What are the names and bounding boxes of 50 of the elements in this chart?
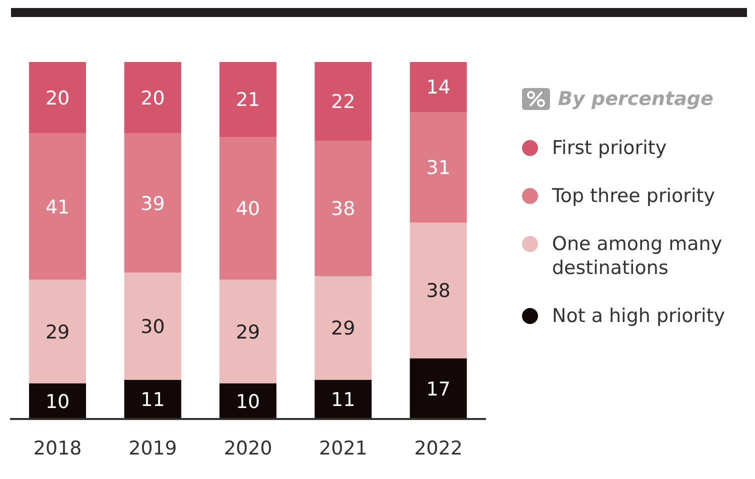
x-tick-label: 2021 [319,437,368,460]
data-label: 40 [236,198,260,220]
data-label: 31 [426,157,450,180]
bar [314,140,372,276]
bar [29,383,86,419]
data-label: 17 [426,378,450,400]
bar [29,62,86,134]
data-label: 29 [236,321,260,344]
legend-label: First priority [552,136,667,160]
data-label: 38 [331,198,356,220]
bar [124,272,182,380]
data-label: 30 [140,316,165,338]
bar [219,136,276,280]
bar [410,112,467,223]
x-tick-label: 2020 [224,437,272,460]
data-label: 21 [236,89,260,112]
bar [219,62,276,137]
x-tick-label: 2022 [414,437,463,460]
data-label: 20 [140,87,165,110]
legend-label: One among many destinations [552,232,724,280]
legend-label: Not a high priority [552,304,726,328]
data-label: 41 [45,196,70,218]
x-tick-label: 2018 [33,437,82,460]
bar [124,380,182,419]
data-label: 20 [45,87,70,110]
data-label: 10 [236,390,260,413]
legend-title: By percentage [558,88,714,110]
bar [314,62,372,141]
bar [29,133,86,280]
data-label: 11 [331,389,356,412]
data-label: 39 [140,192,165,215]
bar [410,62,467,112]
bar [219,383,276,419]
bar [29,280,86,384]
bar [314,276,372,380]
data-label: 29 [331,318,356,340]
data-label: 11 [140,389,165,412]
bar [314,380,372,419]
data-label: 22 [331,91,356,114]
bar [124,133,182,273]
bar [219,280,276,384]
x-tick-label: 2019 [128,437,177,460]
legend-label: Top three priority [552,184,715,208]
bar [124,62,182,134]
bar [410,358,467,419]
data-label: 29 [45,321,70,344]
data-label: 14 [426,76,450,99]
data-label: 38 [426,280,450,302]
bar [410,222,467,358]
data-label: 10 [45,390,70,413]
